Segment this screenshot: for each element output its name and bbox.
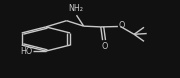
Text: HO: HO (20, 47, 32, 56)
Text: O: O (119, 21, 125, 30)
Text: NH₂: NH₂ (68, 4, 83, 13)
Text: O: O (101, 42, 108, 51)
